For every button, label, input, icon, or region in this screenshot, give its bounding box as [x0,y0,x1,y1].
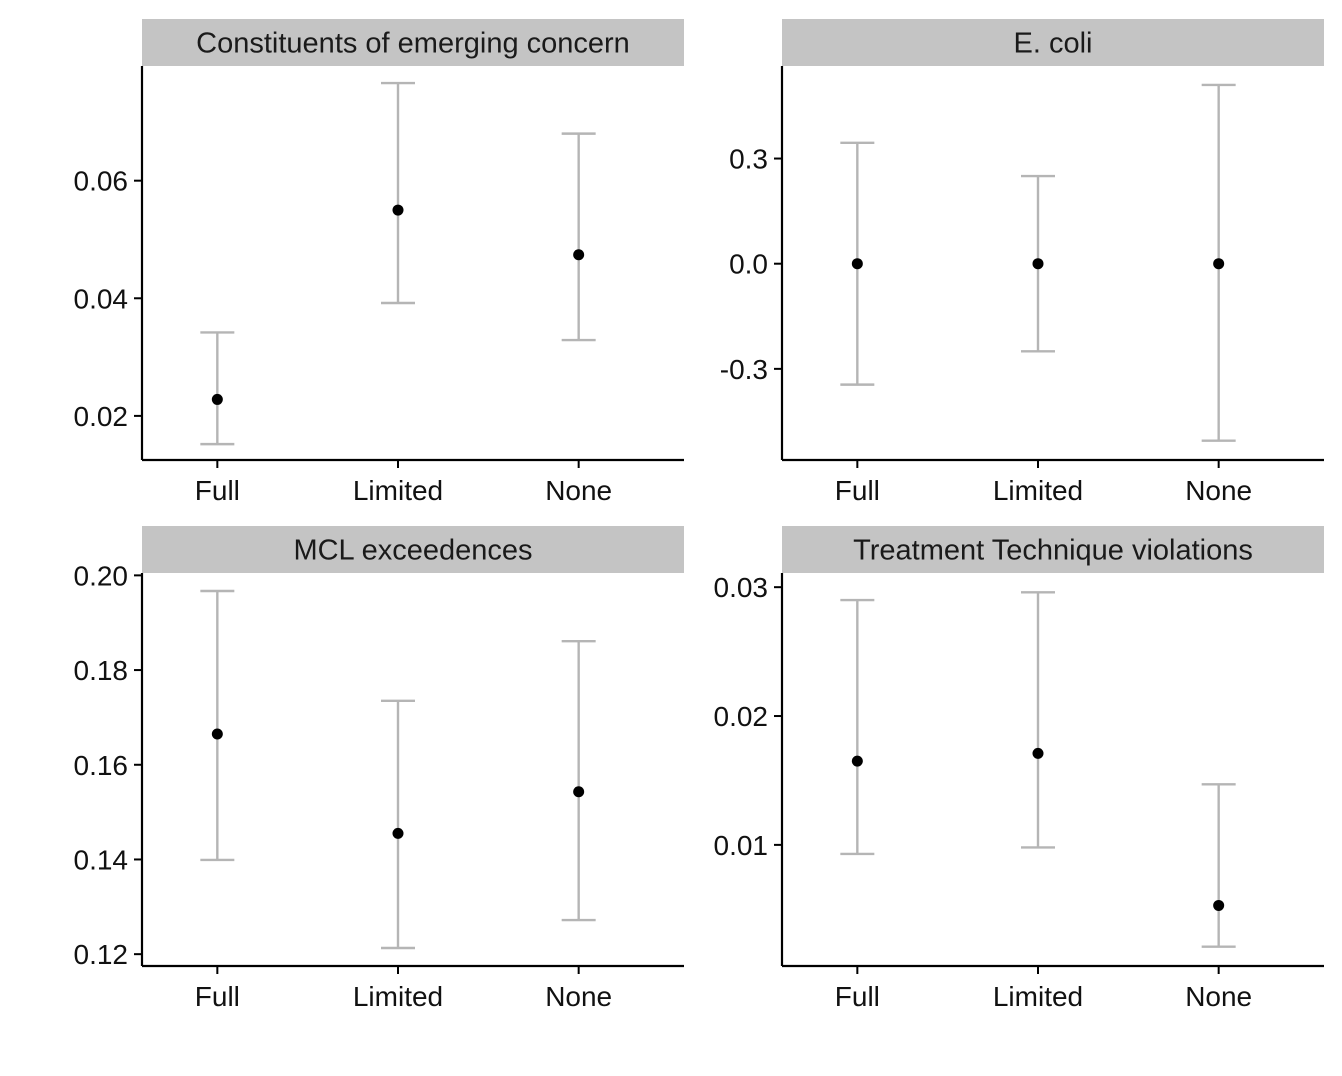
point-estimate-full [851,755,863,767]
point-estimate-full [851,258,863,270]
error-bar-full [200,589,235,862]
y-tick-label: 0.02 [74,401,129,432]
point-estimate-limited [1032,747,1044,759]
error-bar-none [561,639,596,922]
y-tick-label: -0.3 [720,354,768,385]
point-estimate-full [211,393,223,405]
facet-panel-2: E. coli 0.3 0.0 -0.3 Full Limited None [720,19,1324,506]
error-bar-none [1201,783,1236,948]
y-tick-label: 0.16 [74,750,129,781]
y-tick-label: 0.01 [714,830,769,861]
point-estimate-limited [392,827,404,839]
point-estimate-none [573,249,585,261]
point-estimate-none [1213,899,1225,911]
facet-strip [142,526,684,573]
point-estimate-none [573,786,585,798]
point-estimate-limited [1032,258,1044,270]
x-tick-label: None [1185,981,1252,1012]
y-tick-label: 0.12 [74,939,129,970]
facet-strip [142,19,684,66]
y-tick-label: 0.06 [74,166,129,197]
x-tick-label: Full [195,981,240,1012]
x-tick-label: None [1185,475,1252,506]
x-tick-label: Full [195,475,240,506]
error-bar-limited [381,81,415,305]
y-tick-label: 0.03 [714,572,769,603]
error-bar-limited [381,699,415,950]
facet-title: Constituents of emerging concern [196,28,630,60]
facet-strip [782,526,1324,573]
facet-panel-3: MCL exceedences 0.20 0.18 0.16 0.14 0.12 Full L… [74,526,684,1012]
x-tick-label: Full [835,475,880,506]
y-tick-label: 0.02 [714,701,769,732]
x-tick-label: None [545,981,612,1012]
x-tick-label: Limited [353,981,443,1012]
y-tick-label: 0.3 [729,144,768,175]
x-tick-label: Limited [353,475,443,506]
facet-panel-4: Treatment Technique violations 0.03 0.02 0.… [714,526,1324,1012]
y-tick-label: 0.18 [74,655,129,686]
error-bar-full [840,598,875,856]
y-tick-label: 0.14 [74,844,129,875]
facet-panel-1: Constituents of emerging concern 0.02 0.04… [74,19,684,506]
x-tick-label: None [545,475,612,506]
point-estimate-full [211,728,223,740]
x-tick-label: Limited [993,475,1083,506]
y-tick-label: 0.0 [729,249,768,280]
facet-title: E. coli [1014,28,1093,60]
error-bar-full [200,331,235,446]
facet-strip [782,19,1324,66]
y-tick-label: 0.20 [74,560,129,591]
point-estimate-none [1213,258,1225,270]
error-bar-none [561,132,596,342]
error-bar-limited [1021,591,1055,849]
facet-title: MCL exceedences [293,535,532,567]
x-tick-label: Full [835,981,880,1012]
facet-title: Treatment Technique violations [853,535,1253,567]
point-estimate-limited [392,204,404,216]
x-tick-label: Limited [993,981,1083,1012]
y-tick-label: 0.04 [74,283,129,314]
